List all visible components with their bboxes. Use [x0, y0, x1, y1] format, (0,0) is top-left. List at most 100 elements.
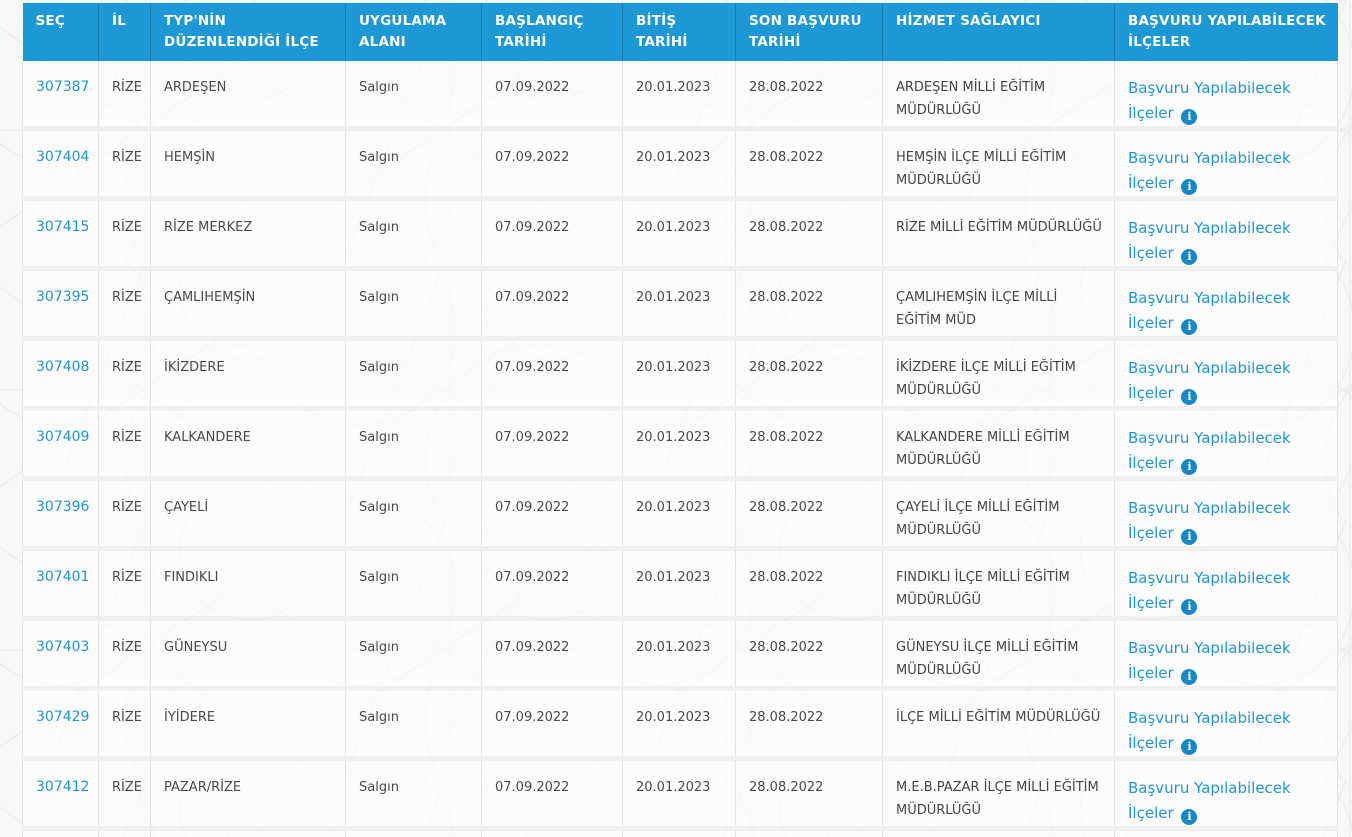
typ-id-link[interactable]: 307401: [36, 569, 90, 585]
cell-uygulama-alani: Salgın: [345, 688, 482, 761]
cell-baslangic-tarihi: 07.09.2022: [481, 128, 623, 201]
cell-basvuru-ilceler: Başvuru Yapılabilecek İlçeler i: [1114, 128, 1338, 201]
cell-ilce: GÜNEYSU: [150, 618, 346, 691]
info-circle-icon[interactable]: i: [1181, 529, 1198, 544]
cell-baslangic-tarihi: 07.09.2022: [481, 618, 623, 691]
typ-id-link[interactable]: 307395: [36, 289, 90, 305]
cell-il: RİZE: [98, 548, 151, 621]
table-row: 307429 RİZE İYİDERE Salgın 07.09.2022 20…: [22, 688, 1338, 761]
cell-basvuru-ilceler: Başvuru Yapılabilecek İlçeler i: [1114, 758, 1338, 831]
cell-uygulama-alani: Salgın: [345, 338, 482, 411]
basvuru-ilceler-link[interactable]: Başvuru Yapılabilecek İlçeler i: [1128, 709, 1291, 754]
cell-son-basvuru-tarihi: 28.08.2022: [735, 478, 883, 551]
table-header-row: SEÇ İL TYP'NİN DÜZENLENDİĞİ İLÇE UYGULAMA A…: [22, 3, 1338, 61]
table-row: 307395 RİZE ÇAMLIHEMŞİN Salgın 07.09.202…: [22, 268, 1338, 341]
info-circle-icon[interactable]: i: [1181, 319, 1198, 334]
basvuru-ilceler-link[interactable]: Başvuru Yapılabilecek İlçeler i: [1128, 79, 1291, 124]
basvuru-ilceler-link[interactable]: Başvuru Yapılabilecek İlçeler i: [1128, 289, 1291, 334]
typ-id-link[interactable]: 307415: [36, 219, 90, 235]
cell-sec: 307408: [22, 338, 99, 411]
typ-id-link[interactable]: 307409: [36, 429, 90, 445]
cell-ilce: DEREPAZARI: [150, 828, 346, 837]
typ-id-link[interactable]: 307403: [36, 639, 90, 655]
typ-id-link[interactable]: 307404: [36, 149, 90, 165]
typ-id-link[interactable]: 307387: [36, 79, 90, 95]
cell-uygulama-alani: Salgın: [345, 61, 482, 131]
cell-bitis-tarihi: 20.01.2023: [622, 338, 736, 411]
cell-hizmet-saglayici: ARDEŞEN MİLLİ EĞİTİM MÜDÜRLÜĞÜ: [882, 61, 1115, 131]
basvuru-ilceler-link[interactable]: Başvuru Yapılabilecek İlçeler i: [1128, 149, 1291, 194]
cell-son-basvuru-tarihi: 28.08.2022: [735, 758, 883, 831]
cell-il: RİZE: [98, 478, 151, 551]
info-circle-icon[interactable]: i: [1181, 389, 1198, 404]
cell-il: RİZE: [98, 688, 151, 761]
cell-bitis-tarihi: 20.01.2023: [622, 61, 736, 131]
basvuru-ilceler-link-label: Başvuru Yapılabilecek İlçeler: [1128, 289, 1291, 332]
column-header-ilce: TYP'NİN DÜZENLENDİĞİ İLÇE: [150, 3, 346, 61]
basvuru-ilceler-link[interactable]: Başvuru Yapılabilecek İlçeler i: [1128, 569, 1291, 614]
cell-hizmet-saglayici: M.E.B.PAZAR İLÇE MİLLİ EĞİTİM MÜDÜRLÜĞÜ: [882, 758, 1115, 831]
cell-bitis-tarihi: 20.01.2023: [622, 408, 736, 481]
cell-baslangic-tarihi: 07.09.2022: [481, 758, 623, 831]
cell-bitis-tarihi: 20.01.2023: [622, 198, 736, 271]
cell-sec: 307406: [22, 828, 99, 837]
cell-sec: 307396: [22, 478, 99, 551]
cell-baslangic-tarihi: 07.09.2022: [481, 198, 623, 271]
cell-ilce: FINDIKLI: [150, 548, 346, 621]
cell-basvuru-ilceler: Başvuru Yapılabilecek İlçeler i: [1114, 61, 1338, 131]
cell-il: RİZE: [98, 268, 151, 341]
cell-il: RİZE: [98, 61, 151, 131]
cell-bitis-tarihi: 20.01.2023: [622, 688, 736, 761]
cell-hizmet-saglayici: GÜNEYSU İLÇE MİLLİ EĞİTİM MÜDÜRLÜĞÜ: [882, 618, 1115, 691]
column-header-uygulama: UYGULAMA ALANI: [345, 3, 482, 61]
cell-son-basvuru-tarihi: 28.08.2022: [735, 688, 883, 761]
basvuru-ilceler-link[interactable]: Başvuru Yapılabilecek İlçeler i: [1128, 779, 1291, 824]
cell-basvuru-ilceler: Başvuru Yapılabilecek İlçeler i: [1114, 548, 1338, 621]
typ-id-link[interactable]: 307429: [36, 709, 90, 725]
cell-ilce: PAZAR/RİZE: [150, 758, 346, 831]
cell-sec: 307403: [22, 618, 99, 691]
cell-ilce: ÇAMLIHEMŞİN: [150, 268, 346, 341]
table-row: 307412 RİZE PAZAR/RİZE Salgın 07.09.2022…: [22, 758, 1338, 831]
basvuru-ilceler-link[interactable]: Başvuru Yapılabilecek İlçeler i: [1128, 639, 1291, 684]
cell-uygulama-alani: Salgın: [345, 618, 482, 691]
cell-uygulama-alani: Salgın: [345, 128, 482, 201]
cell-il: RİZE: [98, 198, 151, 271]
basvuru-ilceler-link[interactable]: Başvuru Yapılabilecek İlçeler i: [1128, 499, 1291, 544]
cell-uygulama-alani: Salgın: [345, 268, 482, 341]
table-row: 307406 RİZE DEREPAZARI Salgın 07.09.2022…: [22, 828, 1338, 837]
basvuru-ilceler-link-label: Başvuru Yapılabilecek İlçeler: [1128, 499, 1291, 542]
cell-il: RİZE: [98, 128, 151, 201]
column-header-il: İL: [98, 3, 151, 61]
basvuru-ilceler-link[interactable]: Başvuru Yapılabilecek İlçeler i: [1128, 359, 1291, 404]
basvuru-ilceler-link[interactable]: Başvuru Yapılabilecek İlçeler i: [1128, 219, 1291, 264]
cell-il: RİZE: [98, 338, 151, 411]
cell-baslangic-tarihi: 07.09.2022: [481, 61, 623, 131]
cell-uygulama-alani: Salgın: [345, 198, 482, 271]
column-header-sec: SEÇ: [22, 3, 99, 61]
cell-sec: 307395: [22, 268, 99, 341]
cell-sec: 307401: [22, 548, 99, 621]
info-circle-icon[interactable]: i: [1181, 739, 1198, 754]
info-circle-icon[interactable]: i: [1181, 179, 1198, 194]
typ-id-link[interactable]: 307412: [36, 779, 90, 795]
cell-il: RİZE: [98, 758, 151, 831]
info-circle-icon[interactable]: i: [1181, 669, 1198, 684]
table-row: 307403 RİZE GÜNEYSU Salgın 07.09.2022 20…: [22, 618, 1338, 691]
basvuru-ilceler-link-label: Başvuru Yapılabilecek İlçeler: [1128, 149, 1291, 192]
info-circle-icon[interactable]: i: [1181, 249, 1198, 264]
cell-hizmet-saglayici: İLÇE MİLLİ EĞİTİM MÜDÜRLÜĞÜ: [882, 828, 1115, 837]
basvuru-ilceler-link-label: Başvuru Yapılabilecek İlçeler: [1128, 359, 1291, 402]
typ-id-link[interactable]: 307408: [36, 359, 90, 375]
cell-baslangic-tarihi: 07.09.2022: [481, 548, 623, 621]
info-circle-icon[interactable]: i: [1181, 109, 1198, 124]
info-circle-icon[interactable]: i: [1181, 459, 1198, 474]
cell-bitis-tarihi: 20.01.2023: [622, 268, 736, 341]
cell-son-basvuru-tarihi: 28.08.2022: [735, 338, 883, 411]
info-circle-icon[interactable]: i: [1181, 599, 1198, 614]
table-header: SEÇ İL TYP'NİN DÜZENLENDİĞİ İLÇE UYGULAMA A…: [22, 3, 1338, 61]
info-circle-icon[interactable]: i: [1181, 809, 1198, 824]
typ-id-link[interactable]: 307396: [36, 499, 90, 515]
basvuru-ilceler-link[interactable]: Başvuru Yapılabilecek İlçeler i: [1128, 429, 1291, 474]
cell-sec: 307429: [22, 688, 99, 761]
